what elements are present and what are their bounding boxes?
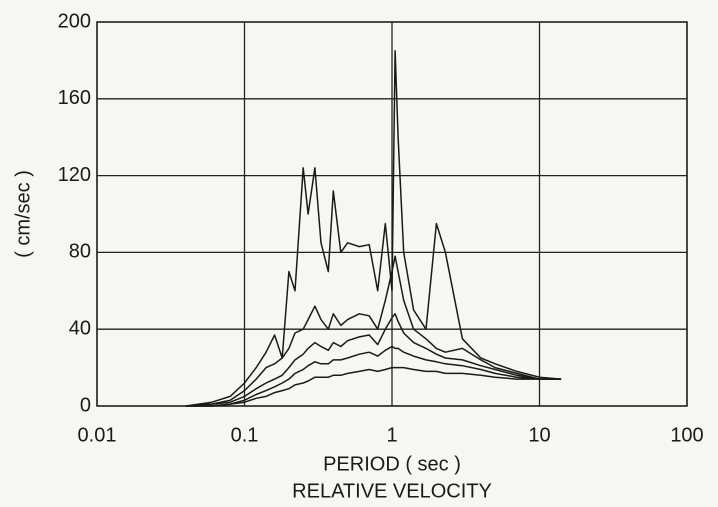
series-line [185,50,562,407]
y-tick-label: 80 [69,241,91,263]
x-axis-label: PERIOD ( sec ) [323,453,461,475]
x-tick-label: 1 [386,424,397,446]
series-line [185,255,562,407]
series-line [185,366,562,407]
y-tick-label: 120 [58,164,91,186]
y-tick-label: 200 [58,10,91,32]
x-tick-label: 100 [670,424,703,446]
y-tick-label: 160 [58,87,91,109]
y-axis-label: ( cm/sec ) [12,170,34,258]
y-tick-label: 0 [80,394,91,416]
chart-title: RELATIVE VELOCITY [292,480,492,502]
series-line [185,313,562,407]
x-tick-label: 0.01 [78,424,117,446]
x-tick-label: 0.1 [231,424,259,446]
series-line [185,345,562,407]
x-tick-label: 10 [528,424,550,446]
y-tick-label: 40 [69,317,91,339]
